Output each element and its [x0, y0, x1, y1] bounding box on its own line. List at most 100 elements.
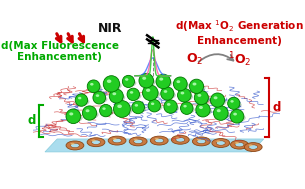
- Circle shape: [230, 109, 244, 123]
- Text: d: d: [273, 101, 281, 114]
- Ellipse shape: [117, 105, 122, 108]
- Ellipse shape: [134, 139, 143, 144]
- Circle shape: [178, 88, 191, 102]
- Circle shape: [148, 100, 160, 112]
- Ellipse shape: [76, 98, 89, 105]
- Circle shape: [161, 87, 174, 100]
- Ellipse shape: [164, 90, 167, 93]
- Ellipse shape: [249, 144, 253, 146]
- Ellipse shape: [135, 104, 138, 107]
- Ellipse shape: [107, 80, 111, 83]
- Circle shape: [174, 77, 187, 91]
- Ellipse shape: [86, 109, 89, 112]
- Text: NIR: NIR: [98, 22, 122, 35]
- Ellipse shape: [70, 143, 74, 145]
- Ellipse shape: [231, 114, 246, 122]
- Ellipse shape: [211, 98, 227, 106]
- Circle shape: [139, 73, 154, 88]
- Ellipse shape: [134, 139, 138, 141]
- Ellipse shape: [112, 92, 116, 95]
- Circle shape: [214, 106, 228, 120]
- Ellipse shape: [195, 95, 210, 104]
- Ellipse shape: [83, 110, 99, 119]
- Ellipse shape: [92, 139, 96, 142]
- Ellipse shape: [88, 84, 102, 92]
- Ellipse shape: [125, 78, 128, 81]
- Ellipse shape: [78, 97, 81, 99]
- Circle shape: [82, 106, 97, 120]
- Ellipse shape: [155, 138, 159, 140]
- Ellipse shape: [171, 135, 189, 144]
- Ellipse shape: [192, 137, 210, 146]
- Circle shape: [196, 103, 210, 117]
- Ellipse shape: [233, 113, 237, 115]
- Ellipse shape: [214, 110, 230, 119]
- Circle shape: [164, 100, 177, 113]
- Circle shape: [113, 101, 130, 117]
- Ellipse shape: [66, 141, 84, 150]
- Circle shape: [189, 79, 204, 93]
- Circle shape: [127, 88, 139, 101]
- Ellipse shape: [178, 93, 193, 101]
- Ellipse shape: [190, 84, 206, 92]
- Ellipse shape: [192, 83, 196, 85]
- Ellipse shape: [143, 90, 160, 99]
- Ellipse shape: [104, 81, 122, 90]
- Text: O$_2$: O$_2$: [186, 52, 203, 67]
- Ellipse shape: [197, 139, 201, 141]
- Ellipse shape: [217, 109, 221, 112]
- Ellipse shape: [129, 137, 147, 146]
- Circle shape: [109, 89, 123, 103]
- Ellipse shape: [94, 95, 107, 103]
- Circle shape: [103, 76, 120, 92]
- Ellipse shape: [244, 143, 262, 152]
- Circle shape: [132, 101, 145, 114]
- Ellipse shape: [128, 92, 141, 100]
- Ellipse shape: [110, 93, 125, 102]
- Ellipse shape: [130, 91, 133, 94]
- Ellipse shape: [149, 104, 162, 111]
- Ellipse shape: [249, 145, 258, 149]
- Ellipse shape: [151, 102, 154, 105]
- Ellipse shape: [92, 140, 100, 144]
- Ellipse shape: [155, 138, 164, 143]
- Ellipse shape: [142, 77, 146, 80]
- Ellipse shape: [90, 83, 94, 86]
- Ellipse shape: [196, 107, 212, 116]
- Ellipse shape: [161, 91, 176, 99]
- Ellipse shape: [146, 89, 150, 92]
- Ellipse shape: [235, 142, 239, 144]
- Circle shape: [122, 75, 135, 88]
- Ellipse shape: [216, 140, 221, 142]
- Ellipse shape: [113, 138, 122, 143]
- Ellipse shape: [176, 137, 180, 139]
- Circle shape: [142, 85, 158, 101]
- Text: d(Max $^1$O$_2$ Generation
Enhancement): d(Max $^1$O$_2$ Generation Enhancement): [175, 18, 304, 46]
- Ellipse shape: [177, 80, 180, 83]
- Ellipse shape: [132, 105, 146, 113]
- Ellipse shape: [123, 79, 136, 87]
- Ellipse shape: [113, 138, 117, 140]
- Circle shape: [75, 94, 88, 106]
- Ellipse shape: [66, 114, 83, 122]
- Ellipse shape: [164, 104, 179, 112]
- Ellipse shape: [183, 105, 187, 108]
- Ellipse shape: [228, 101, 242, 109]
- Ellipse shape: [100, 108, 114, 116]
- Ellipse shape: [156, 79, 173, 88]
- Ellipse shape: [70, 143, 79, 148]
- Ellipse shape: [167, 103, 170, 106]
- Ellipse shape: [150, 136, 168, 145]
- Text: $^1$O$_2$: $^1$O$_2$: [228, 50, 251, 69]
- Ellipse shape: [181, 106, 195, 114]
- Text: d(Max Fluorescence
Enhancement): d(Max Fluorescence Enhancement): [1, 41, 119, 62]
- Ellipse shape: [212, 139, 230, 147]
- Ellipse shape: [197, 94, 201, 97]
- Ellipse shape: [96, 94, 99, 97]
- Ellipse shape: [216, 141, 225, 145]
- Ellipse shape: [176, 138, 185, 142]
- Ellipse shape: [199, 106, 203, 109]
- Ellipse shape: [197, 139, 206, 144]
- Ellipse shape: [159, 78, 163, 81]
- Ellipse shape: [69, 112, 73, 115]
